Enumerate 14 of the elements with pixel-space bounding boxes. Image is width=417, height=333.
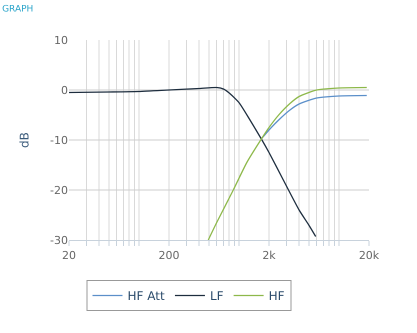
y-tick-label: -10 [50,134,68,147]
x-tick-label: 20k [358,249,380,262]
y-tick-label: 10 [54,34,68,47]
chart-title: GRAPH [2,4,34,14]
x-tick-label: 2k [262,249,276,262]
legend-label: HF Att [128,289,165,304]
legend-label: LF [210,289,224,304]
x-tick-label: 200 [158,249,180,262]
x-tick-label: 20 [62,249,76,262]
y-tick-label: -30 [50,234,68,247]
y-tick-label: 0 [61,84,68,97]
y-tick-label: -20 [50,184,68,197]
legend-label: HF [268,289,285,304]
y-axis-title: dB [17,132,32,148]
